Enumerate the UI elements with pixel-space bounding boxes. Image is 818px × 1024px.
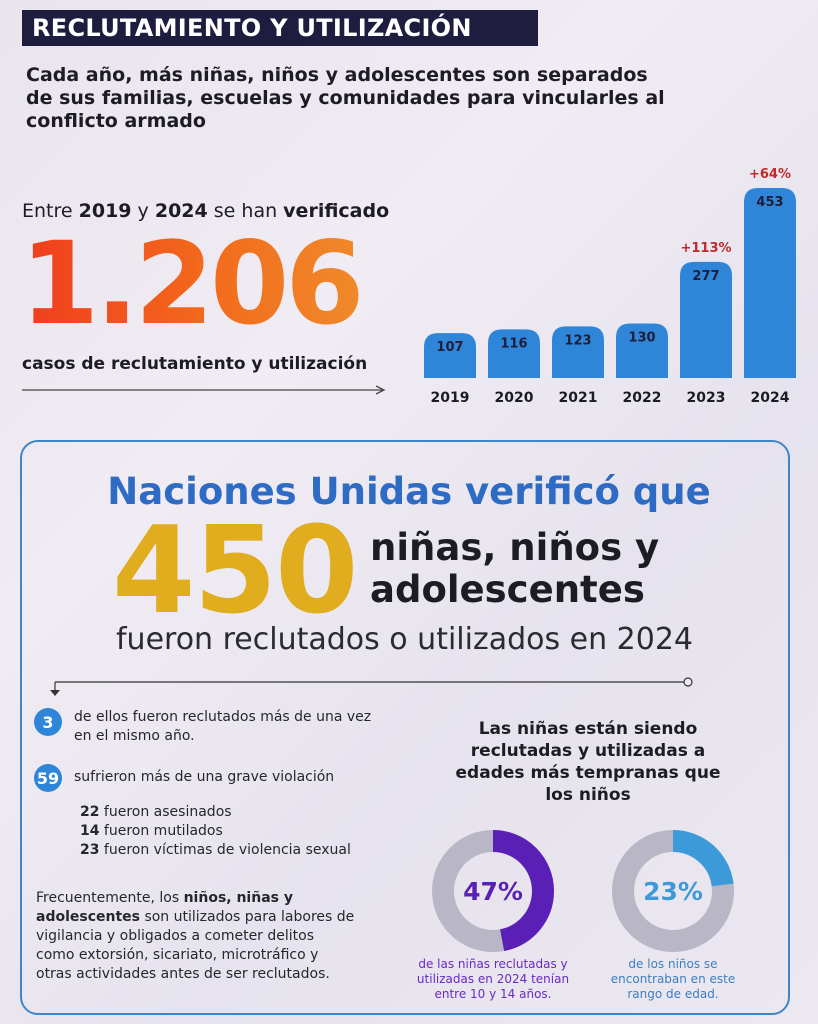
bar-value-label: 453 xyxy=(756,195,783,210)
bar-2021 xyxy=(552,326,604,378)
bar-2020 xyxy=(488,329,540,378)
un-verification-panel xyxy=(20,440,790,1015)
growth-annotation: +113% xyxy=(680,241,731,256)
recruitment-detail: fueron reclutados o utilizados en 2024 xyxy=(116,622,694,657)
arrow-divider xyxy=(22,385,386,395)
fact-number-badge: 3 xyxy=(34,708,62,736)
bar-2022 xyxy=(616,323,668,378)
bar-value-label: 107 xyxy=(436,340,463,355)
page-subtitle: Cada año, más niñas, niños y adolescente… xyxy=(26,64,665,132)
x-tick-label: 2023 xyxy=(687,390,726,406)
donut-percent-label: 47% xyxy=(463,877,523,906)
x-tick-label: 2022 xyxy=(623,390,662,406)
donut-segment xyxy=(612,830,734,952)
total-cases-number: 1.206 xyxy=(20,217,365,350)
violation-item: 23 fueron víctimas de violencia sexual xyxy=(80,842,351,858)
bar-2024 xyxy=(744,188,796,378)
x-tick-label: 2019 xyxy=(431,390,470,406)
bar-2023 xyxy=(680,261,732,378)
cases-by-year-bar-chart: 107 2019 116 2020 123 2021 130 2022 277 2023 +113%… xyxy=(424,167,796,406)
x-tick-label: 2021 xyxy=(559,390,598,406)
fact-text: sufrieron más de una grave violación xyxy=(74,769,335,785)
bar-value-label: 277 xyxy=(692,269,719,284)
un-headline: Naciones Unidas verificó que xyxy=(107,470,711,513)
connector-line xyxy=(50,677,693,696)
x-tick-label: 2020 xyxy=(495,390,534,406)
children-subject: niñas, niños y adolescentes xyxy=(370,526,660,611)
context-paragraph: Frecuentemente, los niños, niñas y adole… xyxy=(36,890,355,982)
period-text: Entre 2019 y 2024 se han verificado xyxy=(22,200,390,222)
girls-donut-caption: de las niñas reclutadas y utilizadas en … xyxy=(416,957,570,1001)
donut-percent-label: 23% xyxy=(643,877,703,906)
page-title: RECLUTAMIENTO Y UTILIZACIÓN xyxy=(22,10,538,46)
violation-item: 14 fueron mutilados xyxy=(80,823,223,839)
boys-age-donut-chart: 23% xyxy=(612,830,734,952)
violations-list: 22 fueron asesinados 14 fueron mutilados… xyxy=(80,803,351,860)
growth-annotation: +64% xyxy=(749,167,791,182)
fact-text: de ellos fueron reclutados más de una ve… xyxy=(74,709,372,744)
girls-age-title: Las niñas están siendo reclutadas y util… xyxy=(455,719,721,805)
children-count-2024: 450 xyxy=(112,502,358,641)
total-cases-label: casos de reclutamiento y utilización xyxy=(22,354,368,374)
x-tick-label: 2024 xyxy=(751,390,790,406)
fact-recruited-repeat: 3 de ellos fueron reclutados más de una … xyxy=(34,708,374,746)
bar-value-label: 130 xyxy=(628,330,655,345)
bar-value-label: 123 xyxy=(564,333,591,348)
girls-age-donut-chart: 47% xyxy=(432,830,554,952)
boys-donut-caption: de los niños se encontraban en este rang… xyxy=(610,957,736,1001)
bar-value-label: 116 xyxy=(500,336,527,351)
violation-item: 22 fueron asesinados xyxy=(80,804,232,820)
bar-2019 xyxy=(424,333,476,378)
fact-multiple-violations: 59 sufrieron más de una grave violación xyxy=(34,764,374,792)
donut-segment xyxy=(432,830,554,952)
fact-number-badge: 59 xyxy=(34,764,62,792)
